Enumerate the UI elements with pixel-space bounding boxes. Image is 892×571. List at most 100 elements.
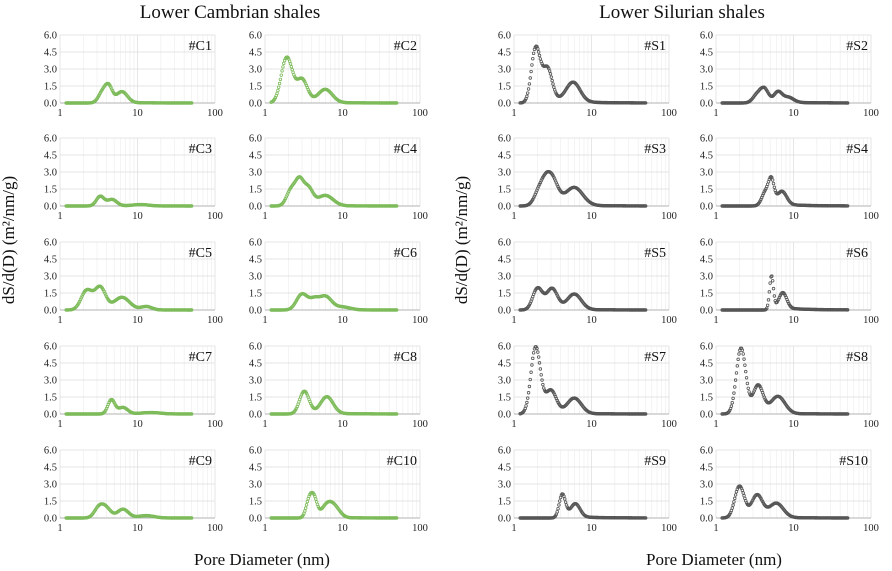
y-tick-label: 1.5 — [249, 497, 262, 508]
y-tick-label: 6.0 — [700, 134, 713, 145]
data-point — [547, 69, 552, 73]
y-tick-label: 3.0 — [498, 376, 511, 387]
x-tick-label: 1 — [713, 108, 718, 119]
data-point — [539, 373, 543, 377]
data-point — [527, 384, 532, 389]
data-point — [733, 378, 738, 382]
data-point — [743, 363, 747, 367]
data-point — [740, 488, 745, 493]
title-silurian: Lower Silurian shales — [599, 2, 765, 23]
panel-s7: 0.0 1.5 3.0 4.5 6.0 1 10 100 #S7 — [498, 342, 677, 431]
data-point — [531, 56, 535, 61]
data-point — [740, 348, 745, 352]
data-point — [742, 357, 746, 361]
y-tick-label: 3.0 — [249, 376, 262, 387]
y-axis-title-right: dS/d(D) (m²/nm/g) — [452, 176, 471, 304]
x-tick-label: 100 — [863, 108, 879, 119]
data-point — [529, 69, 533, 74]
sample-label: #S3 — [644, 142, 666, 157]
data-point — [772, 294, 777, 298]
data-point — [733, 496, 737, 501]
y-tick-label: 4.5 — [498, 151, 511, 162]
data-point — [735, 364, 739, 368]
x-tick-label: 10 — [586, 211, 597, 222]
sample-label: #S7 — [644, 350, 666, 365]
data-point — [548, 72, 553, 76]
y-tick-label: 6.0 — [498, 342, 511, 353]
x-tick-label: 10 — [337, 108, 348, 119]
data-point — [563, 500, 568, 504]
y-tick-label: 4.5 — [498, 359, 511, 370]
data-point — [555, 293, 559, 297]
sample-label: #S1 — [644, 39, 666, 54]
y-tick-label: 4.5 — [700, 48, 713, 59]
x-tick-label: 10 — [132, 523, 143, 534]
data-point — [767, 290, 772, 294]
sample-label: #S9 — [644, 454, 666, 469]
data-point — [531, 51, 536, 56]
y-tick-label: 6.0 — [700, 446, 713, 457]
x-tick-label: 1 — [713, 523, 718, 534]
x-tick-label: 10 — [788, 108, 799, 119]
y-tick-label: 3.0 — [700, 480, 713, 491]
y-tick-label: 3.0 — [700, 168, 713, 179]
data-point — [555, 510, 559, 514]
data-point — [766, 298, 771, 302]
y-tick-label: 6.0 — [249, 134, 262, 145]
y-tick-label: 3.0 — [249, 272, 262, 283]
data-point — [772, 185, 777, 189]
data-point — [536, 50, 541, 54]
data-point — [557, 503, 561, 507]
panel-s8: 0.0 1.5 3.0 4.5 6.0 1 10 100 #S8 — [700, 342, 879, 431]
data-point — [536, 47, 540, 51]
sample-label: #C9 — [189, 454, 212, 469]
y-tick-label: 0.0 — [498, 514, 511, 525]
data-point — [770, 178, 775, 182]
panel-c9: 0.0 1.5 3.0 4.5 6.0 1 10 100 #C9 — [44, 446, 223, 535]
y-tick-label: 3.0 — [44, 168, 57, 179]
y-tick-label: 6.0 — [44, 238, 57, 249]
data-point — [108, 83, 112, 88]
data-point — [643, 516, 648, 520]
y-tick-label: 1.5 — [498, 185, 511, 196]
y-tick-label: 6.0 — [498, 446, 511, 457]
data-point — [538, 367, 543, 371]
x-tick-label: 1 — [713, 419, 718, 430]
y-tick-label: 0.0 — [44, 306, 57, 317]
y-tick-label: 1.5 — [498, 393, 511, 404]
data-point — [744, 376, 749, 380]
x-tick-label: 1 — [713, 315, 718, 326]
data-point — [551, 82, 555, 86]
data-point — [287, 59, 292, 63]
data-point — [845, 412, 850, 416]
data-point — [528, 377, 532, 382]
y-tick-label: 0.0 — [44, 514, 57, 525]
data-point — [303, 509, 307, 513]
data-point — [282, 61, 286, 66]
data-point — [277, 85, 281, 89]
y-tick-label: 0.0 — [249, 410, 262, 421]
x-tick-label: 1 — [713, 211, 718, 222]
sample-label: #S2 — [846, 39, 868, 54]
data-point — [737, 352, 741, 356]
y-tick-label: 0.0 — [700, 306, 713, 317]
y-tick-label: 1.5 — [498, 497, 511, 508]
sample-label: #C7 — [189, 350, 212, 365]
data-point — [303, 506, 308, 510]
x-tick-label: 1 — [262, 419, 267, 430]
panel-s4: 0.0 1.5 3.0 4.5 6.0 1 10 100 #S4 — [700, 134, 879, 223]
x-tick-label: 100 — [412, 315, 428, 326]
data-point — [394, 516, 399, 520]
x-tick-label: 100 — [661, 211, 677, 222]
data-point — [531, 356, 535, 361]
x-tick-label: 100 — [863, 211, 879, 222]
y-tick-label: 6.0 — [498, 31, 511, 42]
data-point — [549, 75, 554, 79]
data-point — [536, 355, 541, 359]
x-tick-label: 100 — [661, 108, 677, 119]
y-axis-title-left: dS/d(D) (m²/nm/g) — [0, 176, 18, 304]
x-tick-label: 100 — [863, 523, 879, 534]
panel-s2: 0.0 1.5 3.0 4.5 6.0 1 10 100 #S2 — [700, 31, 879, 120]
y-tick-label: 4.5 — [700, 151, 713, 162]
